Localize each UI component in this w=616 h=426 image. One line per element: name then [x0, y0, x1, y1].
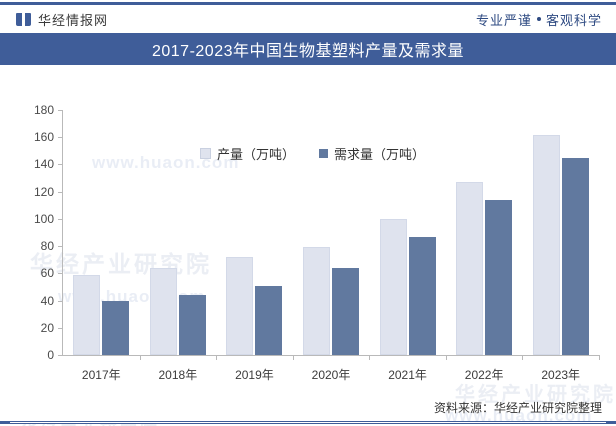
chart-bar[interactable] — [561, 157, 589, 355]
bottom-divider-rule — [0, 421, 616, 424]
y-axis-tick-label: 0 — [47, 348, 54, 362]
top-divider-rule — [0, 1, 616, 5]
chart-bar[interactable] — [102, 300, 130, 355]
chart-title: 2017-2023年中国生物基塑料产量及需求量 — [151, 43, 465, 60]
x-axis-tick-label: 2019年 — [235, 368, 274, 382]
y-axis-tick — [58, 110, 63, 111]
x-axis-tick — [216, 355, 218, 360]
legend-swatch-production — [200, 148, 211, 159]
slogan-left-text: 专业严谨 — [475, 12, 532, 28]
y-axis-tick — [58, 164, 63, 166]
chart-title-band: 2017-2023年中国生物基塑料产量及需求量 — [0, 33, 616, 65]
chart-bar[interactable] — [332, 267, 359, 355]
y-axis-tick-label: 180 — [33, 103, 54, 117]
x-axis-tick-label: 2018年 — [158, 368, 198, 382]
y-axis-tick-label: 80 — [40, 239, 54, 254]
x-axis-tick-label: 2022年 — [464, 368, 504, 382]
source-note: 资料来源：华经产业研究院整理 — [433, 401, 602, 415]
x-axis-line — [62, 355, 599, 356]
x-axis-tick — [369, 355, 371, 360]
chart-bar[interactable] — [456, 182, 484, 355]
x-axis-tick — [445, 355, 447, 360]
chart-bar[interactable] — [532, 134, 560, 355]
x-axis-tick-label: 2023年 — [541, 368, 581, 382]
y-axis-tick-label: 100 — [33, 211, 54, 226]
x-axis-tick-label: 2021年 — [388, 368, 427, 382]
plot-area: 0 20 40 60 80 100 120 140 160 180 2017年 2018年 2019年 2… — [34, 103, 600, 382]
chart-bar[interactable] — [73, 274, 101, 355]
bullet-dot-icon — [536, 17, 541, 21]
legend-item-demand[interactable]: 需求量（万吨） — [319, 144, 425, 163]
y-axis-tick-label: 160 — [33, 130, 54, 145]
y-axis-tick — [58, 191, 63, 193]
chart-bar[interactable] — [149, 267, 177, 355]
x-axis-tick — [292, 355, 294, 360]
chart-bar[interactable] — [379, 218, 407, 355]
y-axis-tick — [58, 327, 63, 329]
slogan-right-text: 客观科学 — [545, 12, 602, 28]
x-axis-tick — [522, 355, 524, 360]
legend-item-production[interactable]: 产量（万吨） — [200, 144, 295, 163]
x-axis-tick — [599, 355, 600, 360]
y-axis-line — [62, 110, 63, 356]
y-axis-tick-label: 20 — [40, 320, 54, 335]
chart-bar[interactable] — [255, 285, 283, 355]
chart-bar[interactable] — [178, 295, 206, 355]
y-axis-tick — [58, 273, 63, 275]
y-axis-tick — [58, 246, 63, 248]
y-axis-tick — [58, 300, 63, 302]
y-axis-tick — [58, 218, 63, 220]
y-axis-tick — [58, 137, 63, 139]
chart-bar[interactable] — [408, 236, 436, 355]
chart-canvas: www.huaon.com 华经产业研究院 www.huaon.com 华经产业… — [0, 65, 616, 426]
brand-name-label: 华经情报网 — [38, 12, 109, 28]
chart-bar[interactable] — [303, 247, 330, 355]
chart-bar[interactable] — [485, 199, 513, 355]
x-axis-tick-label: 2017年 — [81, 368, 121, 382]
open-book-icon — [16, 12, 31, 26]
legend-label-demand: 需求量（万吨） — [334, 147, 426, 162]
brand-logo-group: 华经情报网 — [16, 10, 108, 29]
y-axis-tick — [58, 355, 63, 356]
chart-legend: 产量（万吨） 需求量（万吨） — [200, 144, 425, 163]
y-axis-tick-label: 140 — [33, 157, 54, 172]
brand-bar: 华经情报网 专业严谨 客观科学 — [0, 5, 616, 33]
brand-slogan: 专业严谨 客观科学 — [476, 10, 602, 29]
y-axis-tick-label: 120 — [33, 184, 54, 199]
x-axis-tick — [139, 355, 141, 360]
y-axis-tick-label: 40 — [40, 293, 54, 308]
legend-label-production: 产量（万吨） — [217, 147, 296, 162]
y-axis-tick-label: 60 — [40, 266, 54, 281]
x-axis-tick-label: 2020年 — [311, 368, 351, 382]
legend-swatch-demand — [319, 149, 329, 158]
chart-bar[interactable] — [226, 257, 254, 355]
